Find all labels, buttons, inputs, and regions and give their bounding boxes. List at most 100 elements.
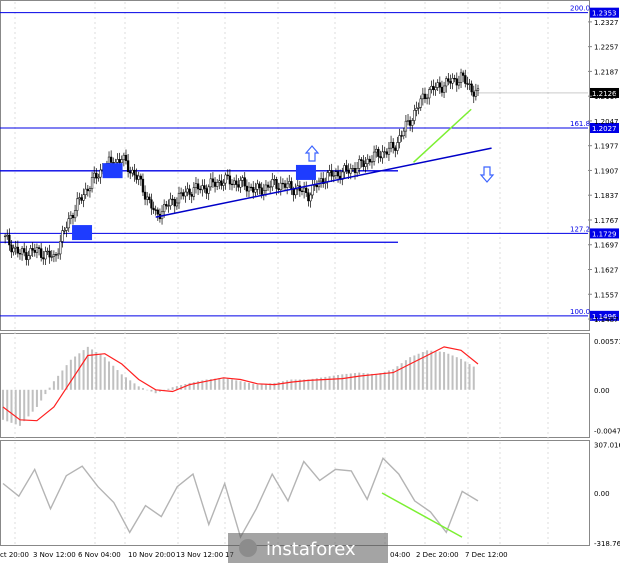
candle-body: [124, 154, 128, 161]
macd-histogram-bar: [31, 389, 34, 412]
candle-body: [171, 198, 174, 201]
macd-histogram-bar: [438, 351, 441, 390]
macd-histogram-bar: [192, 382, 195, 390]
price-divergence-line: [413, 108, 472, 163]
candle-body: [205, 188, 208, 194]
candle-body: [247, 186, 251, 192]
macd-histogram-bar: [383, 371, 386, 390]
candle-body: [288, 181, 291, 185]
candle-body: [389, 141, 393, 149]
candle-body: [377, 148, 380, 157]
candle-body: [133, 169, 136, 176]
macd-histogram-bar: [354, 373, 357, 390]
candle-body: [137, 175, 140, 180]
price-tick-label: 1.1977: [594, 143, 619, 151]
candle-body: [33, 250, 36, 253]
macd-panel-frame: [0, 333, 590, 438]
candle-body: [445, 78, 448, 87]
macd-histogram-bar: [129, 380, 132, 390]
candle-body: [175, 202, 179, 207]
candle-body: [95, 172, 98, 179]
candle-body: [118, 159, 121, 163]
macd-tick-label: -0.00475: [594, 428, 620, 436]
candle-body: [23, 248, 26, 253]
price-tick-label: 1.2187: [594, 68, 619, 76]
price-tick-label: 1.1907: [594, 167, 619, 175]
candle-body: [54, 254, 58, 256]
candle-body: [360, 159, 363, 161]
candle-body: [122, 154, 126, 160]
candle-body: [84, 188, 87, 195]
candle-body: [432, 85, 435, 91]
candle-body: [474, 90, 478, 97]
candle-body: [184, 191, 187, 197]
cci-line: [2, 457, 479, 539]
candle-body: [413, 110, 416, 121]
candle-body: [406, 120, 410, 122]
candle-body: [237, 184, 240, 188]
candle-body: [442, 85, 446, 93]
macd-histogram-bar: [103, 357, 106, 390]
candle-body: [152, 207, 155, 210]
macd-histogram-bar: [167, 388, 170, 390]
macd-histogram-bar: [112, 365, 115, 390]
macd-histogram-bar: [150, 389, 153, 392]
macd-histogram-bar: [175, 386, 178, 390]
candle-body: [165, 204, 168, 207]
candle-body: [97, 176, 100, 179]
macd-histogram-bar: [14, 389, 17, 425]
candle-body: [88, 188, 92, 192]
candle-body: [398, 135, 401, 143]
macd-histogram-bar: [460, 358, 463, 390]
candle-body: [109, 156, 113, 163]
candle-body: [169, 198, 172, 206]
x-axis-label: 7 Dec 12:00: [465, 551, 508, 559]
candle-body: [322, 178, 325, 184]
macd-histogram-bar: [197, 381, 200, 390]
candle-body: [273, 179, 276, 181]
macd-histogram-bar: [205, 379, 208, 390]
candle-body: [334, 171, 338, 176]
candle-body: [326, 172, 329, 183]
macd-histogram-bar: [464, 361, 467, 390]
candle-body: [292, 188, 295, 196]
candle-body: [188, 188, 191, 195]
level-marker-box: [72, 225, 93, 241]
candle-body: [90, 177, 94, 189]
candle-body: [425, 97, 429, 100]
macd-histogram-bar: [40, 389, 43, 401]
candle-body: [218, 180, 221, 183]
macd-histogram-bar: [303, 379, 306, 390]
candle-body: [468, 83, 471, 85]
macd-histogram-bar: [91, 349, 94, 390]
candle-body: [107, 156, 111, 164]
candle-body: [275, 179, 278, 189]
macd-histogram-bar: [120, 374, 123, 390]
candle-body: [269, 186, 272, 188]
macd-histogram-bar: [239, 381, 242, 390]
candle-body: [428, 89, 431, 99]
macd-histogram-bar: [298, 379, 301, 390]
candle-body: [232, 180, 236, 185]
candle-body: [408, 120, 412, 126]
macd-histogram-bar: [307, 379, 310, 390]
macd-histogram-bar: [392, 369, 395, 390]
candle-body: [14, 246, 17, 249]
fib-level-label: 200.0: [570, 5, 590, 13]
candle-body: [264, 184, 268, 191]
support-trend-line: [155, 147, 492, 218]
candle-body: [135, 174, 138, 180]
macd-histogram-bar: [133, 383, 136, 390]
candle-body: [80, 197, 83, 201]
candle-body: [366, 158, 369, 164]
candle-body: [59, 241, 62, 255]
macd-histogram-bar: [447, 353, 450, 390]
macd-histogram-bar: [455, 357, 458, 390]
macd-histogram-bar: [290, 379, 293, 390]
macd-histogram-bar: [294, 379, 297, 390]
macd-histogram-bar: [82, 350, 85, 390]
macd-histogram-bar: [247, 382, 250, 390]
candle-body: [453, 77, 456, 80]
